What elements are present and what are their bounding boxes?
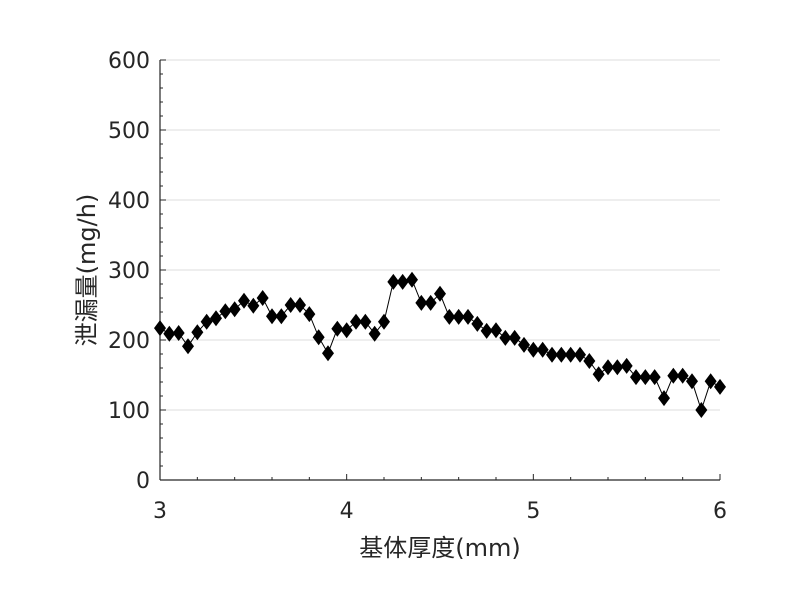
diamond-marker	[368, 325, 381, 342]
y-axis-label: 泄漏量(mg/h)	[73, 194, 101, 347]
diamond-marker	[630, 369, 642, 386]
diamond-marker	[574, 346, 586, 363]
diamond-marker	[303, 306, 316, 323]
diamond-marker	[508, 329, 521, 346]
diamond-marker	[210, 310, 222, 327]
diamond-marker	[676, 367, 689, 384]
diamond-marker	[228, 301, 241, 318]
diamond-marker	[602, 359, 614, 376]
y-tick-label: 500	[108, 119, 150, 144]
diamond-marker	[266, 308, 278, 325]
diamond-marker	[340, 322, 353, 339]
y-tick-label: 0	[136, 469, 150, 494]
diamond-marker	[518, 336, 530, 353]
diamond-marker	[704, 373, 717, 390]
diamond-marker	[406, 271, 418, 288]
diamond-marker	[639, 369, 652, 386]
diamond-marker	[200, 313, 213, 330]
diamond-marker	[350, 313, 362, 330]
diamond-marker	[695, 402, 708, 418]
diamond-marker	[611, 359, 624, 376]
diamond-marker	[172, 325, 185, 341]
data-markers	[154, 271, 726, 418]
diamond-marker	[415, 294, 428, 311]
diamond-marker	[462, 308, 474, 325]
x-tick-label: 5	[526, 499, 540, 524]
y-tick-label: 200	[108, 329, 150, 354]
diamond-marker	[191, 324, 204, 341]
diamond-marker	[275, 308, 288, 325]
diamond-marker	[499, 329, 512, 346]
diamond-marker	[247, 297, 260, 314]
diamond-marker	[714, 378, 726, 395]
diamond-marker	[667, 367, 680, 384]
tick-marks	[159, 59, 721, 481]
diamond-marker	[434, 285, 446, 302]
diamond-marker	[490, 322, 502, 339]
diamond-marker	[648, 369, 661, 386]
diamond-marker	[564, 346, 577, 363]
diamond-marker	[154, 320, 166, 337]
diamond-marker	[322, 345, 334, 362]
diamond-marker	[583, 353, 596, 369]
diamond-marker	[219, 303, 232, 320]
x-tick-label: 4	[340, 499, 354, 524]
diamond-marker	[527, 341, 540, 358]
tick-labels: 0 100 200 300 400 500 600 3 4 5 6	[108, 49, 727, 524]
diamond-marker	[686, 373, 698, 390]
diamond-marker	[238, 292, 250, 309]
y-tick-label: 400	[108, 189, 150, 214]
y-tick-label: 100	[108, 399, 150, 424]
diamond-marker	[471, 315, 484, 332]
diamond-marker	[312, 329, 325, 346]
gridlines	[160, 59, 720, 411]
x-tick-label: 3	[153, 499, 167, 524]
x-tick-label: 6	[713, 499, 727, 524]
diamond-marker	[294, 297, 306, 313]
diamond-marker	[163, 325, 176, 342]
diamond-marker	[396, 273, 409, 290]
diamond-marker	[443, 308, 456, 325]
diamond-marker	[480, 322, 493, 339]
diamond-marker	[424, 294, 437, 311]
x-axis-label: 基体厚度(mm)	[359, 534, 520, 562]
diamond-marker	[620, 357, 633, 374]
diamond-marker	[359, 313, 372, 330]
diamond-marker	[331, 320, 344, 337]
y-tick-label: 600	[108, 49, 150, 74]
diamond-marker	[256, 290, 269, 306]
diamond-marker	[536, 341, 549, 358]
diamond-marker	[284, 297, 297, 313]
diamond-marker	[182, 338, 194, 355]
y-tick-label: 300	[108, 259, 150, 284]
diamond-marker	[555, 346, 568, 363]
diamond-marker	[592, 366, 605, 383]
diamond-marker	[658, 390, 670, 407]
diamond-marker	[387, 273, 400, 290]
diamond-marker	[378, 313, 390, 330]
diamond-marker	[546, 346, 558, 363]
diamond-marker	[452, 308, 465, 325]
